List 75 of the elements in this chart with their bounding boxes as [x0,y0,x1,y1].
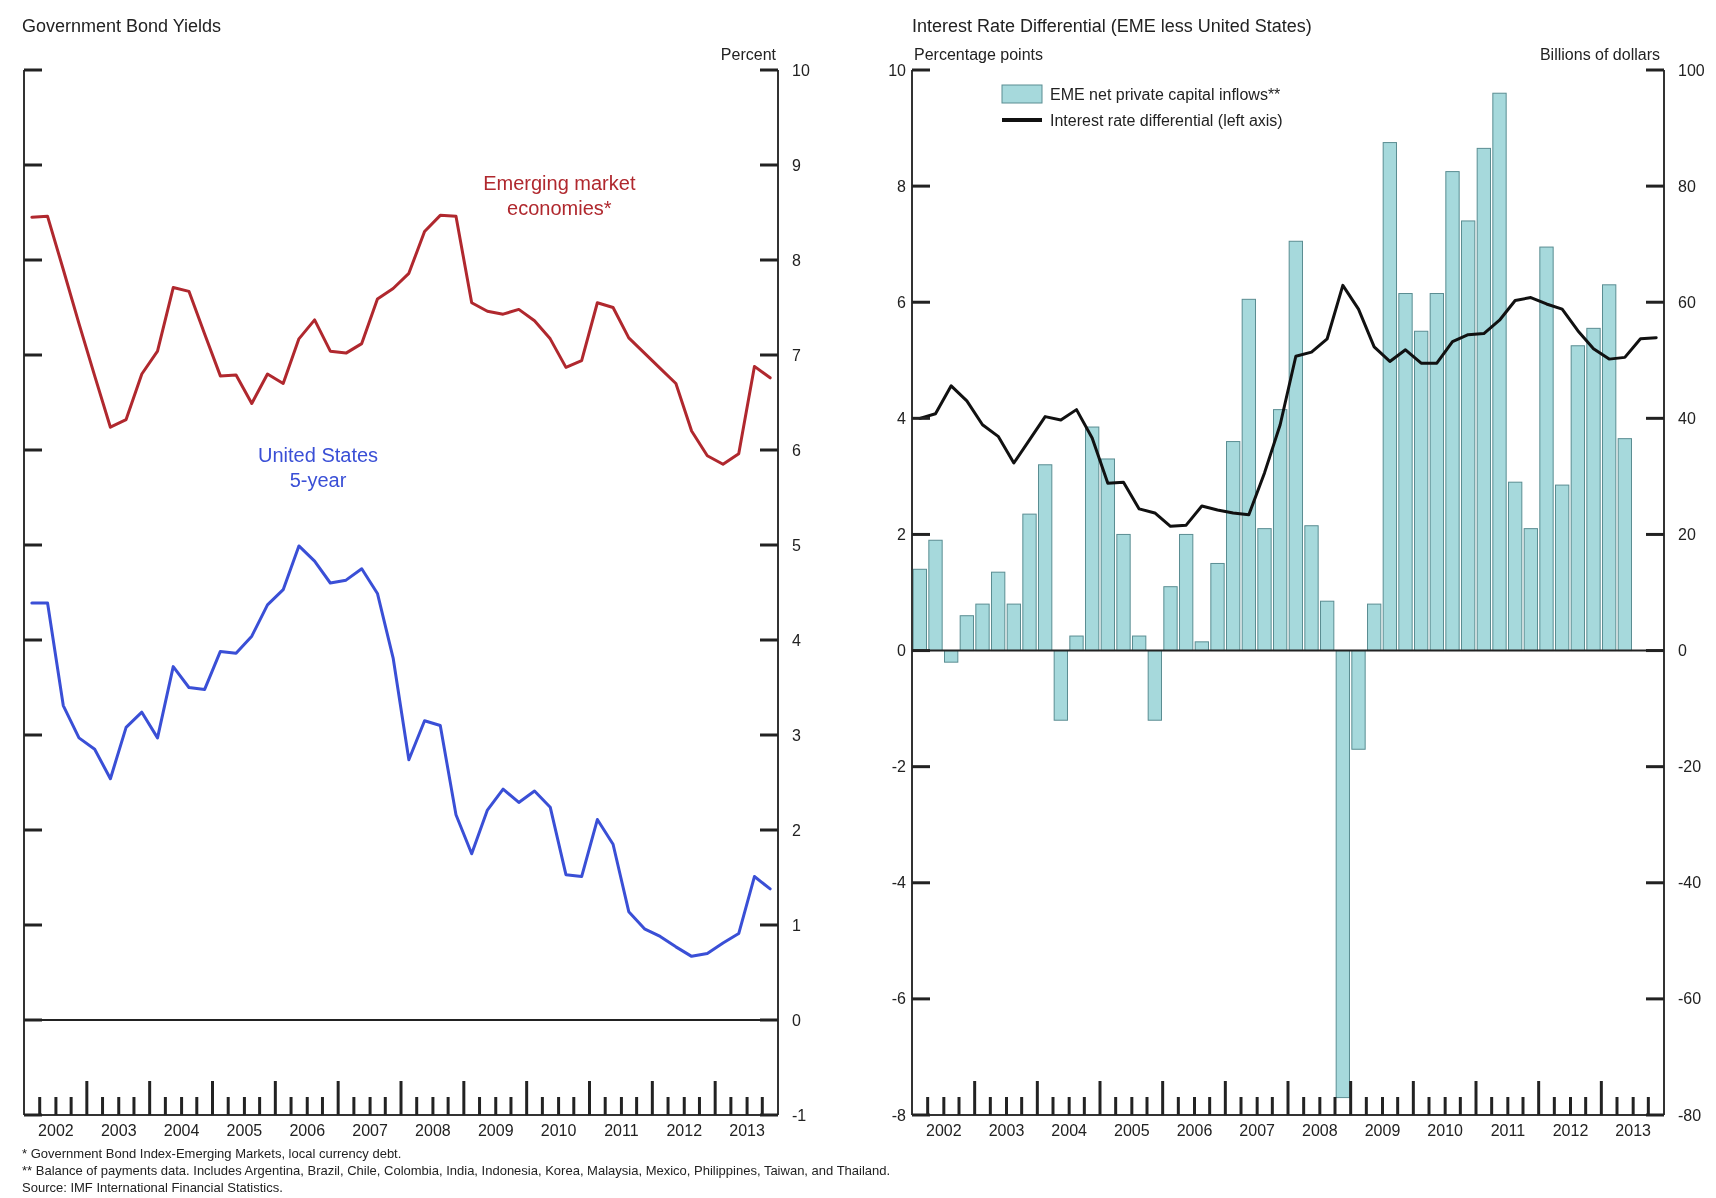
y-axis-title: Percentage points [914,46,1043,63]
y-tick-label: 6 [897,293,907,311]
x-tick-label: 2007 [1239,1122,1276,1140]
x-tick-label: 2012 [1552,1122,1589,1140]
y-tick-label: 5 [792,536,801,554]
line-series [30,213,772,466]
y-tick-label: 0 [897,642,907,660]
chart-title: Government Bond Yields [22,16,222,36]
y-tick-label: 8 [897,177,907,195]
x-tick-label: 2003 [100,1122,137,1140]
x-tick-label: 2007 [352,1122,388,1140]
y-tick-label: -8 [891,1106,907,1124]
series-label: Emerging market economies* [483,172,636,220]
x-tick-label: 2013 [1615,1122,1652,1140]
text: United States 5-year [258,443,379,491]
x-tick-label: 2011 [604,1122,639,1140]
y-tick-label: -6 [891,990,907,1008]
y2-tick-label: 60 [1678,293,1696,311]
y-tick-label: 9 [792,156,801,174]
y-tick-label: 10 [792,61,810,79]
y-tick-label: 10 [888,61,907,79]
line-series [918,283,1658,528]
y-tick-label: -2 [891,758,907,776]
source-note: Source: IMF International Financial Statistics. [22,1180,283,1195]
x-tick-label: 2009 [477,1122,514,1140]
line-series [30,544,772,958]
y2-tick-label: 80 [1678,177,1696,195]
x-tick-label: 2008 [415,1122,451,1140]
text: * Government Bond Index-Emerging Markets, local currency debt. [22,1146,402,1161]
x-tick-label: 2006 [289,1122,326,1140]
y-tick-label: 6 [792,441,801,459]
x-tick-label: 2002 [38,1122,74,1140]
y-tick-label: -1 [792,1106,807,1124]
x-tick-label: 2010 [1427,1122,1464,1140]
y-tick-label: -4 [891,874,907,892]
y2-tick-label: -40 [1678,874,1702,892]
x-tick-label: 2002 [926,1122,962,1140]
x-tick-label: 2005 [226,1122,263,1140]
y-tick-label: 4 [897,409,907,427]
x-tick-label: 2008 [1302,1122,1338,1140]
x-tick-label: 2012 [666,1122,703,1140]
y2-tick-label: 100 [1678,61,1705,79]
x-tick-label: 2004 [1051,1122,1088,1140]
y2-tick-label: -60 [1678,990,1702,1008]
y-axis-title: Percent [720,46,777,63]
y2-tick-label: 40 [1678,409,1696,427]
y-tick-label: 2 [792,821,801,839]
y-tick-label: 7 [792,346,801,364]
text: ** Balance of payments data. Includes Argentina, Brazil, Chile, Colombia, India, Indonesia, Korea, Malaysia, Mexico, Philippines, Taiwan, and Thailand. [22,1163,891,1178]
y-tick-label: 0 [792,1011,801,1029]
y-tick-label: 8 [792,251,801,269]
y2-tick-label: 20 [1678,526,1696,544]
legend-label: EME net private capital inflows** [1050,85,1281,103]
x-tick-label: 2013 [729,1122,765,1140]
x-tick-label: 2003 [988,1122,1025,1140]
x-tick-label: 2006 [1176,1122,1213,1140]
x-tick-label: 2004 [163,1122,200,1140]
chart-title: Interest Rate Differential (EME less United States) [912,16,1312,36]
y-tick-label: 3 [792,726,801,744]
bar [1147,650,1162,721]
y2-tick-label: 0 [1678,642,1687,660]
x-tick-label: 2011 [1490,1122,1526,1140]
legend-label: Interest rate differential (left axis) [1050,111,1283,129]
bar [1053,650,1068,721]
x-tick-label: 2009 [1364,1122,1401,1140]
y2-tick-label: -20 [1678,758,1702,776]
y-tick-label: 4 [792,631,801,649]
y2-tick-label: -80 [1678,1106,1702,1124]
bar [1617,438,1632,652]
bar [1367,603,1382,652]
x-tick-label: 2010 [540,1122,577,1140]
y-tick-label: 2 [897,526,907,544]
y-tick-label: 1 [792,916,801,934]
x-tick-label: 2005 [1114,1122,1150,1140]
y2-axis-title: Billions of dollars [1539,46,1660,63]
